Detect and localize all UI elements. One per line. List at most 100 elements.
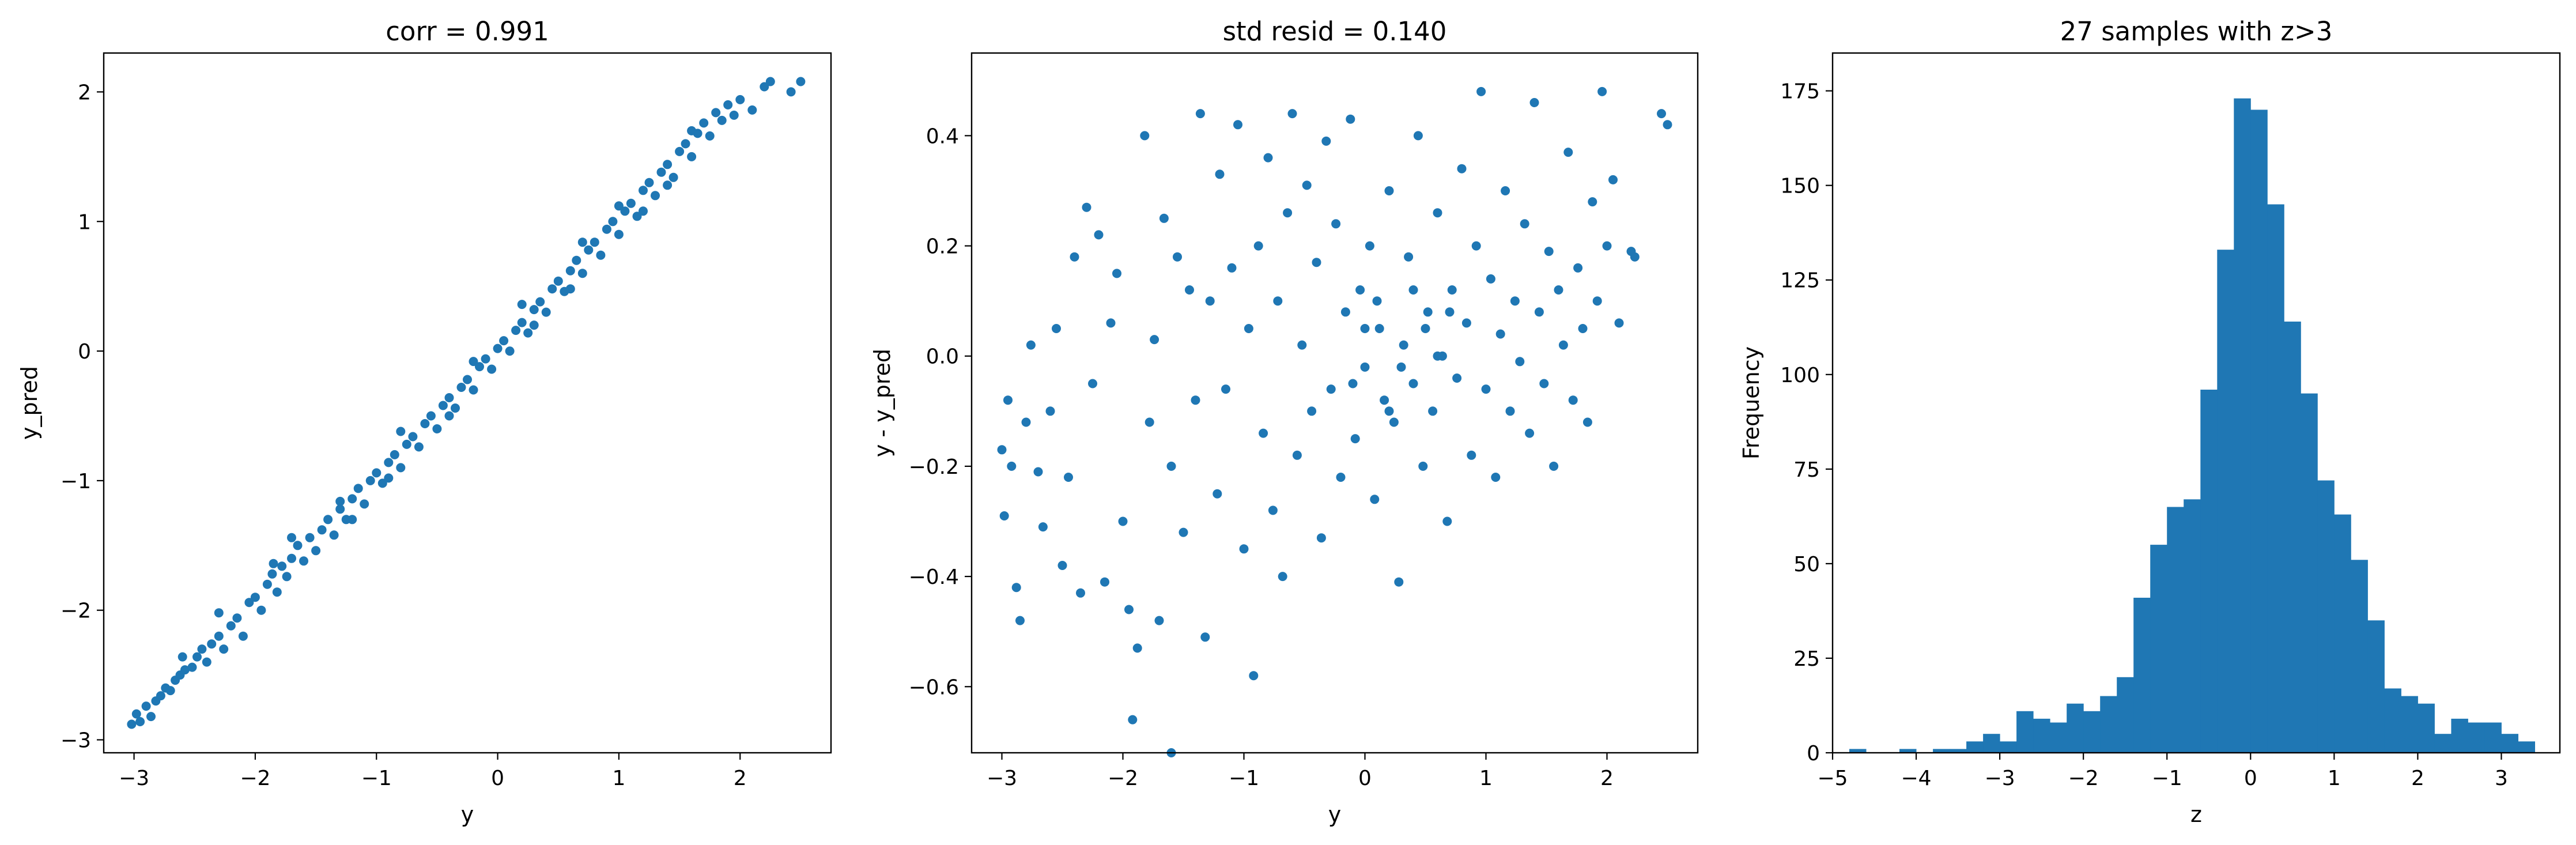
x-tick-label: −2: [1108, 767, 1138, 790]
x-tick-label: −2: [240, 767, 270, 790]
scatter-point: [1007, 461, 1017, 471]
scatter-point: [1128, 715, 1138, 725]
scatter-point: [1191, 395, 1200, 405]
scatter-point: [1558, 340, 1568, 350]
histogram-bar: [2200, 390, 2218, 753]
scatter-point: [420, 419, 430, 428]
scatter-point: [687, 152, 697, 161]
scatter-point: [1370, 495, 1380, 504]
scatter-point: [1124, 605, 1134, 614]
scatter-point: [1239, 544, 1249, 554]
scatter-point: [1355, 285, 1365, 295]
scatter-point: [1015, 616, 1025, 625]
scatter-point: [1205, 296, 1215, 306]
scatter-point: [1630, 252, 1640, 262]
y-tick-label: 0.2: [926, 235, 959, 259]
scatter-point: [1445, 307, 1455, 317]
scatter-point: [1592, 296, 1602, 306]
scatter-point: [572, 255, 581, 265]
scatter-point: [293, 541, 303, 550]
scatter-point: [335, 496, 345, 506]
scatter-point: [1481, 384, 1491, 394]
scatter-point: [1372, 296, 1382, 306]
scatter-point: [1154, 616, 1164, 625]
scatter-point: [1340, 307, 1350, 317]
x-tick-label: 1: [1479, 767, 1493, 790]
scatter-point: [444, 411, 454, 421]
scatter-point: [760, 82, 769, 92]
scatter-point: [1394, 577, 1404, 587]
histogram-bar: [2250, 110, 2268, 753]
scatter-point: [269, 559, 278, 568]
y-tick-label: 125: [1780, 269, 1820, 293]
scatter-point: [156, 691, 165, 701]
scatter-point: [444, 393, 454, 402]
scatter-point: [608, 217, 618, 227]
y-tick-label: 0.0: [926, 345, 959, 369]
scatter-point: [1384, 406, 1394, 416]
axes-frame: [970, 52, 1699, 754]
histogram-bar: [2434, 734, 2452, 753]
scatter-point: [620, 206, 630, 216]
y-tick-label: −1: [61, 470, 91, 493]
scatter-point: [1233, 120, 1242, 130]
scatter-point: [1179, 527, 1188, 537]
scatter-point: [323, 515, 333, 525]
scatter-point: [1145, 417, 1154, 427]
scatter-point: [408, 432, 418, 442]
y-tick-label: 0.4: [926, 125, 959, 148]
scatter-point: [1287, 109, 1297, 119]
scatter-point: [1094, 230, 1104, 240]
scatter-point: [396, 463, 406, 473]
scatter-point: [1292, 450, 1302, 460]
scatter-point: [469, 385, 478, 395]
scatter-point: [505, 346, 515, 356]
x-tick-label: −3: [119, 767, 149, 790]
scatter-point: [997, 445, 1007, 455]
scatter-point: [1326, 384, 1336, 394]
scatter-point: [202, 657, 211, 667]
scatter-point: [1421, 324, 1430, 333]
scatter-point: [1227, 263, 1237, 273]
histogram-bar: [2217, 250, 2234, 753]
scatter-point: [1132, 643, 1142, 653]
scatter-point: [1476, 86, 1486, 96]
scatter-point: [287, 533, 296, 542]
histogram-bar: [2501, 734, 2518, 753]
histogram-bar: [2468, 722, 2485, 753]
histogram-bar: [1899, 749, 1917, 753]
scatter-point: [1663, 120, 1672, 130]
x-tick-label: 0: [1358, 767, 1372, 790]
scatter-point: [475, 362, 484, 372]
scatter-point: [602, 224, 611, 234]
scatter-point: [1467, 450, 1476, 460]
scatter-point: [723, 100, 733, 110]
histogram-bar: [2100, 696, 2117, 753]
scatter-point: [1038, 522, 1048, 532]
y-tick-label: 75: [1793, 458, 1820, 482]
histogram-bar: [2184, 499, 2201, 753]
histogram-bar: [2284, 321, 2301, 753]
scatter-point: [786, 87, 796, 97]
scatter-point: [127, 719, 137, 729]
histogram-bar: [2167, 507, 2184, 753]
scatter-point: [456, 383, 466, 392]
scatter-point: [596, 250, 606, 260]
histogram-bar: [1849, 749, 1867, 753]
histogram-bar: [2000, 741, 2017, 753]
scatter-point: [1297, 340, 1307, 350]
y-tick-label: 2: [78, 81, 91, 104]
scatter-point: [131, 709, 141, 719]
scatter-point: [451, 403, 460, 413]
scatter-point: [1389, 417, 1399, 427]
y-axis-label: Frequency: [1739, 346, 1764, 459]
histogram-bar: [2133, 598, 2151, 753]
scatter-point: [1336, 473, 1346, 482]
scatter-point: [1544, 247, 1554, 256]
scatter-point: [1510, 296, 1520, 306]
histogram-bar: [2518, 741, 2535, 753]
scatter-point: [577, 237, 587, 247]
chart-title: 27 samples with z>3: [2060, 16, 2333, 47]
y-tick-label: 0: [1807, 742, 1820, 765]
scatter-point: [651, 191, 660, 201]
